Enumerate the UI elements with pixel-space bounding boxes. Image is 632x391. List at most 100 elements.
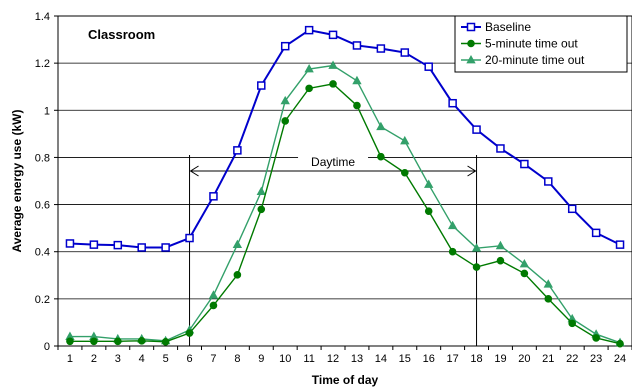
y-tick-label: 0.8 — [35, 152, 50, 164]
five-minute-point — [209, 301, 218, 310]
daytime-label-bg — [298, 155, 369, 169]
twenty-minute-point — [447, 220, 458, 230]
five-minute-point — [353, 101, 361, 110]
baseline-point — [137, 243, 146, 252]
x-tick-label: 23 — [590, 353, 602, 365]
y-axis-title: Average energy use (kW) — [10, 110, 24, 253]
baseline-point — [161, 243, 170, 252]
legend-box — [454, 15, 628, 73]
series-group — [65, 25, 625, 348]
baseline-point — [352, 41, 362, 50]
y-tick-label: 0.4 — [35, 247, 50, 259]
five-minute-point — [472, 263, 481, 271]
y-tick-label: 0.2 — [35, 294, 50, 306]
twenty-minute-point — [304, 64, 314, 73]
baseline-point — [233, 146, 242, 155]
twenty-minute-point — [256, 186, 266, 196]
baseline-point — [496, 144, 505, 153]
daytime-arrow-left-head — [189, 165, 199, 177]
x-tick-label: 7 — [210, 353, 216, 365]
baseline-point — [65, 239, 75, 248]
legend: Baseline 5-minute time out 20-minute time … — [454, 15, 628, 73]
twenty-minute-point — [280, 95, 290, 105]
five-minute-point — [520, 269, 529, 278]
five-minute-point — [568, 319, 577, 328]
x-tick-label: 6 — [186, 353, 192, 365]
y-tick-label: 0 — [44, 341, 50, 353]
panel-title: Classroom — [88, 27, 155, 42]
baseline-point — [209, 192, 218, 201]
twenty-minute-point — [471, 243, 482, 252]
daytime-arrow-right-head — [467, 165, 477, 177]
baseline-point — [591, 228, 601, 238]
twenty-minute-point — [424, 179, 434, 188]
five-minute-point — [113, 337, 122, 346]
five-minute-line — [69, 83, 621, 345]
x-tick-label: 5 — [163, 353, 169, 365]
five-minute-point — [305, 84, 313, 93]
x-tick-label: 17 — [447, 353, 459, 365]
y-tick-label: 0.6 — [35, 200, 50, 212]
five-minute-point — [400, 168, 409, 177]
baseline-point — [328, 30, 338, 40]
baseline-point — [544, 177, 553, 186]
twenty-minute-point — [232, 239, 243, 249]
five-minute-point — [281, 117, 290, 125]
x-tick-label: 2 — [91, 353, 97, 365]
daytime-label: Daytime — [311, 155, 355, 169]
x-tick-label: 14 — [375, 353, 387, 365]
five-minute-point — [377, 152, 385, 161]
x-tick-label: 18 — [470, 353, 482, 365]
five-minute-point — [257, 205, 266, 214]
baseline-point — [520, 159, 529, 169]
five-minute-point — [329, 80, 337, 88]
x-tick-label: 11 — [303, 353, 314, 365]
x-tick-label: 15 — [399, 353, 411, 365]
axes: 00.20.40.60.811.21.41 2 3 4 5 6 7 8 9 10 11 12 13 14 1… — [35, 11, 632, 365]
twenty-minute-point — [400, 135, 410, 145]
x-tick-label: 12 — [327, 353, 339, 365]
x-tick-label: 10 — [279, 353, 291, 365]
x-tick-label: 9 — [258, 353, 264, 365]
y-tick-label: 1.2 — [35, 58, 50, 70]
legend-marker-twenty-minute — [466, 54, 476, 64]
x-tick-label: 3 — [115, 353, 121, 365]
baseline-point — [400, 48, 410, 57]
x-tick-label: 16 — [423, 353, 435, 365]
y-tick-label: 1.4 — [35, 11, 50, 23]
x-tick-label: 19 — [494, 353, 506, 365]
legend-marker-five-minute — [467, 39, 475, 48]
baseline-point — [257, 81, 266, 90]
baseline-point — [280, 41, 290, 51]
legend-label-five-minute: 5-minute time out — [485, 37, 578, 51]
baseline-point — [567, 204, 577, 214]
y-tick-label: 1 — [44, 105, 50, 117]
twenty-minute-point — [352, 75, 362, 85]
twenty-minute-point — [328, 60, 338, 69]
legend-label-twenty-minute: 20-minute time out — [485, 53, 585, 67]
five-minute-point — [544, 295, 553, 303]
five-minute-point — [66, 337, 74, 346]
baseline-point — [113, 240, 123, 250]
twenty-minute-point — [495, 240, 506, 250]
x-tick-label: 4 — [139, 353, 145, 365]
legend-marker-baseline — [466, 22, 476, 32]
five-minute-point — [496, 256, 505, 265]
twenty-minute-point — [519, 258, 530, 268]
five-minute-point — [137, 337, 146, 345]
five-minute-point — [233, 271, 242, 279]
baseline-series — [65, 25, 625, 252]
five-minute-point — [424, 207, 433, 215]
x-tick-label: 22 — [566, 353, 578, 365]
baseline-point — [424, 62, 433, 71]
twenty-minute-point — [376, 121, 386, 131]
legend-label-baseline: Baseline — [485, 20, 531, 34]
baseline-point — [304, 25, 314, 35]
baseline-point — [472, 125, 481, 134]
x-tick-label: 24 — [614, 353, 626, 365]
five-minute-point — [161, 337, 170, 346]
twenty-minute-point — [543, 279, 553, 288]
baseline-point — [376, 44, 386, 53]
x-tick-label: 1 — [67, 353, 73, 365]
